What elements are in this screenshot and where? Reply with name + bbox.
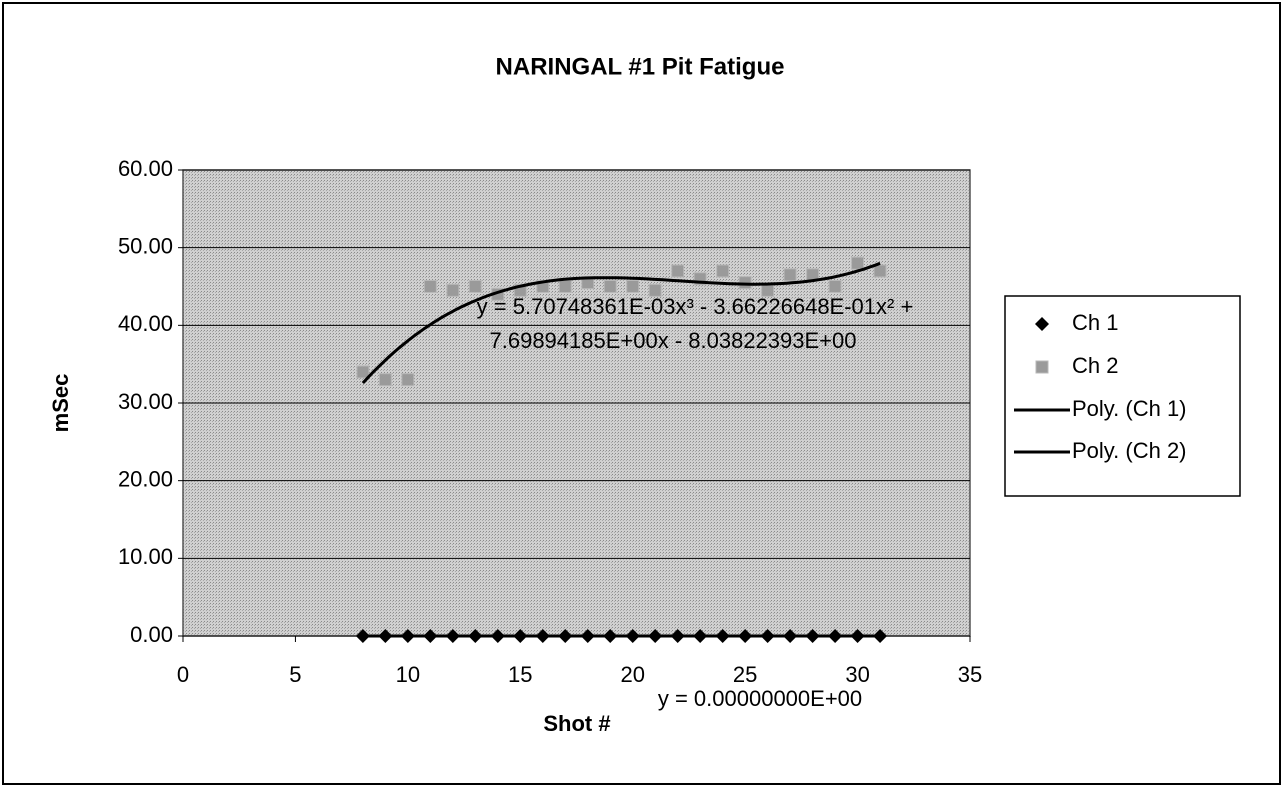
marker bbox=[648, 283, 662, 297]
marker bbox=[1035, 317, 1049, 331]
legend bbox=[1004, 295, 1241, 497]
x-tick-label: 15 bbox=[508, 662, 532, 687]
y-tick-label: 40.00 bbox=[118, 311, 173, 336]
y-tick-label: 10.00 bbox=[118, 544, 173, 569]
marker bbox=[671, 264, 685, 278]
marker bbox=[783, 268, 797, 282]
legend-label: Ch 1 bbox=[1072, 310, 1118, 335]
marker bbox=[716, 264, 730, 278]
y-tick-label: 60.00 bbox=[118, 156, 173, 181]
x-tick-label: 35 bbox=[958, 662, 982, 687]
y-tick-label: 30.00 bbox=[118, 389, 173, 414]
marker bbox=[626, 280, 640, 293]
marker bbox=[378, 373, 392, 387]
marker bbox=[603, 280, 617, 293]
marker bbox=[873, 264, 887, 278]
x-tick-label: 30 bbox=[845, 662, 869, 687]
x-tick-label: 0 bbox=[177, 662, 189, 687]
trendline bbox=[361, 261, 881, 385]
y-tick-label: 50.00 bbox=[118, 233, 173, 258]
y-tick-label: 0.00 bbox=[130, 622, 173, 647]
trendline-equation: y = 5.70748361E-03x³ - 3.66226648E-01x² … bbox=[477, 294, 914, 319]
y-tick-label: 20.00 bbox=[118, 466, 173, 491]
marker bbox=[355, 629, 370, 643]
legend-label: Ch 2 bbox=[1072, 353, 1118, 378]
legend-label: Poly. (Ch 1) bbox=[1072, 396, 1187, 421]
trendline-equation: y = 0.00000000E+00 bbox=[658, 686, 862, 711]
x-axis-label: Shot # bbox=[543, 711, 610, 736]
marker bbox=[468, 280, 482, 293]
legend-label: Poly. (Ch 2) bbox=[1072, 438, 1187, 463]
marker bbox=[423, 280, 437, 293]
x-tick-label: 10 bbox=[396, 662, 420, 687]
x-tick-label: 25 bbox=[733, 662, 757, 687]
marker bbox=[851, 256, 865, 270]
marker bbox=[446, 283, 460, 297]
marker bbox=[1035, 360, 1049, 374]
trendline-equation: 7.69894185E+00x - 8.03822393E+00 bbox=[490, 328, 857, 353]
chart-title: NARINGAL #1 Pit Fatigue bbox=[496, 53, 785, 80]
y-axis-label: mSec bbox=[48, 374, 73, 433]
marker bbox=[401, 373, 415, 387]
marker bbox=[356, 365, 370, 379]
marker bbox=[828, 280, 842, 293]
x-tick-label: 20 bbox=[620, 662, 644, 687]
marker bbox=[558, 280, 572, 293]
x-tick-label: 5 bbox=[289, 662, 301, 687]
